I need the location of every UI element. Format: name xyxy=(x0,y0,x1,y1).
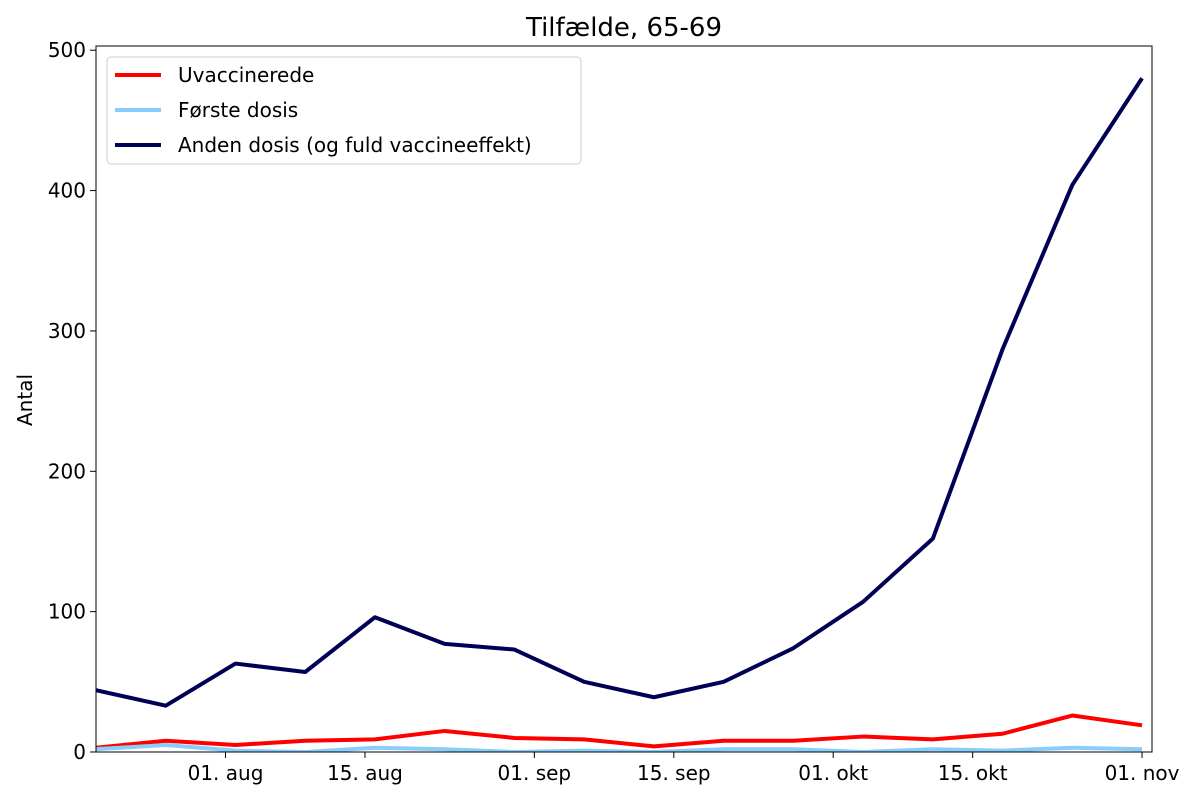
legend-label-1: Uvaccinerede xyxy=(178,63,314,87)
legend-label-2: Første dosis xyxy=(178,98,298,122)
x-tick-label: 01. okt xyxy=(798,761,868,785)
x-tick-label: 01. sep xyxy=(498,761,572,785)
series-line-1 xyxy=(96,713,1143,750)
x-tick-label: 01. aug xyxy=(188,761,264,785)
y-tick-label: 200 xyxy=(48,459,86,483)
y-tick-label: 300 xyxy=(48,319,86,343)
x-tick-label: 15. aug xyxy=(327,761,403,785)
y-tick-label: 100 xyxy=(48,600,86,624)
legend-box xyxy=(106,56,582,165)
x-tick-label: 15. sep xyxy=(637,761,711,785)
series-line-2 xyxy=(96,742,1143,752)
x-tick-label: 15. okt xyxy=(938,761,1008,785)
chart-title: Tilfælde, 65-69 xyxy=(525,13,722,43)
y-tick-label: 400 xyxy=(48,179,86,203)
y-axis-label: Antal xyxy=(13,374,37,426)
x-tick-label: 01. nov xyxy=(1105,761,1180,785)
y-tick-label: 500 xyxy=(48,38,86,62)
plot-frame xyxy=(95,45,1153,753)
legend-label-3: Anden dosis (og fuld vaccineeffekt) xyxy=(178,133,532,157)
plot-area: 0 100 200 300 400 500 01. aug 15. aug 01. sep 15.… xyxy=(48,38,1180,785)
y-tick-label: 0 xyxy=(73,740,86,764)
series-line-3 xyxy=(96,77,1144,708)
